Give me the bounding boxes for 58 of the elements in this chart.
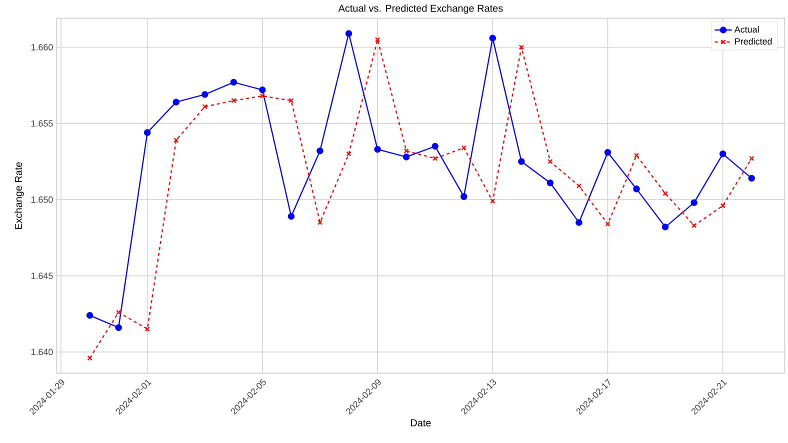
point: [576, 219, 582, 226]
y-tick-label: 1.640: [31, 348, 53, 356]
point: [86, 312, 94, 319]
point: [633, 186, 640, 192]
point: [690, 199, 698, 206]
point: [518, 44, 524, 50]
point: [404, 148, 409, 154]
y-tick-label: 1.660: [31, 44, 53, 50]
legend-label: Predicted: [735, 38, 772, 45]
point: [662, 224, 669, 230]
y-tick-label: 1.645: [31, 272, 53, 279]
point: [691, 222, 697, 228]
point: [288, 212, 295, 220]
point: [546, 179, 554, 186]
point: [662, 190, 668, 196]
point: [172, 98, 180, 106]
point: [259, 86, 266, 94]
point: [202, 104, 208, 110]
point: [144, 326, 150, 332]
point: [719, 150, 726, 158]
point: [548, 158, 553, 164]
x-axis-title: Date: [410, 419, 431, 426]
point: [605, 221, 610, 227]
point: [720, 203, 726, 208]
point: [115, 324, 122, 331]
point: [402, 154, 410, 160]
point: [748, 174, 756, 182]
y-tick-label: 1.655: [31, 120, 53, 127]
point: [345, 30, 352, 37]
point: [87, 355, 92, 361]
y-axis-title: Exchange Rate: [14, 162, 24, 230]
point: [432, 142, 438, 150]
point: [749, 156, 754, 162]
point: [317, 220, 323, 226]
point: [374, 37, 380, 42]
point: [346, 151, 352, 156]
point: [288, 98, 294, 104]
point: [634, 152, 640, 158]
point: [489, 34, 496, 42]
point: [432, 156, 438, 162]
point: [576, 183, 582, 188]
point: [490, 198, 496, 204]
point: [231, 98, 236, 104]
chart-title: Actual vs. Predicted Exchange Rates: [338, 4, 503, 14]
point: [260, 93, 266, 99]
point: [461, 145, 466, 150]
point: [316, 147, 324, 154]
point: [230, 78, 238, 86]
point: [518, 158, 525, 165]
legend-label: Actual: [734, 26, 759, 33]
point: [202, 91, 208, 98]
point: [116, 310, 122, 315]
point: [144, 129, 151, 136]
point: [174, 138, 179, 143]
point: [604, 148, 612, 156]
point: [374, 146, 381, 153]
point: [460, 193, 468, 200]
y-tick-label: 1.650: [31, 196, 53, 203]
